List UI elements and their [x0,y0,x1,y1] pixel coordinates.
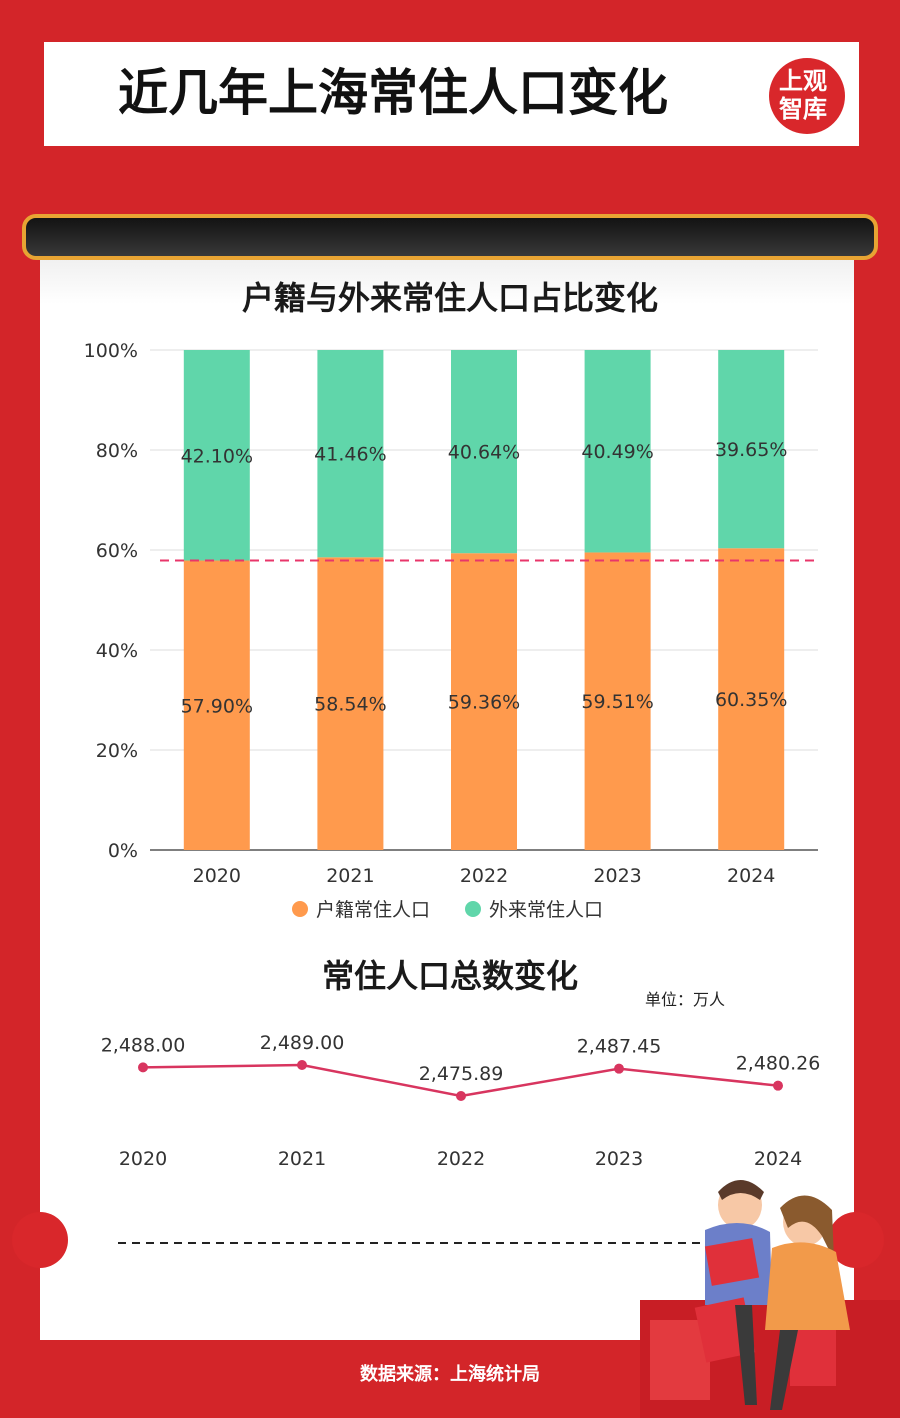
legend-label: 户籍常住人口 [316,899,430,921]
point-label: 2,487.45 [577,1036,662,1058]
data-label: 39.65% [715,439,787,461]
bar-segment [584,552,651,850]
bar-segment [317,557,384,850]
x-tick-label: 2023 [593,865,641,887]
legend-marker [292,901,308,917]
data-label: 59.36% [448,692,520,714]
header-card: 近几年上海常住人口变化 上观 智库 [44,42,859,146]
data-label: 58.54% [314,694,386,716]
point-label: 2,489.00 [260,1032,345,1054]
bar-segment [451,350,517,554]
point-label: 2,475.89 [419,1063,504,1085]
data-label: 42.10% [181,445,253,467]
y-tick-label: 40% [96,640,138,662]
bar-segment [451,553,517,850]
line-point [614,1063,624,1074]
x-tick-label: 2022 [437,1148,485,1170]
logo-text-top: 上观 [779,67,827,95]
x-tick-label: 2020 [193,865,241,887]
line-point [297,1060,307,1070]
point-label: 2,488.00 [101,1034,186,1056]
couple-illustration [640,1180,900,1418]
bar-segment [183,350,250,561]
unit-label: 单位：万人 [645,990,726,1009]
left-notch [12,1212,68,1268]
brand-logo: 上观 智库 [769,58,845,134]
y-tick-label: 60% [96,540,138,562]
x-tick-label: 2021 [326,865,374,887]
data-label: 57.90% [181,695,253,717]
x-tick-label: 2020 [119,1148,167,1170]
data-label: 40.64% [448,442,520,464]
x-tick-label: 2023 [595,1148,643,1170]
x-tick-label: 2021 [278,1148,326,1170]
y-tick-label: 100% [84,340,138,362]
bar-segment [317,350,384,558]
bar-segment [183,560,250,850]
right-notch [828,1212,884,1268]
page-title: 近几年上海常住人口变化 [118,63,668,122]
line-point [138,1062,148,1073]
bar-segment [584,350,651,553]
data-label: 60.35% [715,689,787,711]
line-chart: 2,488.00 2020 2,489.00 2021 2,475.89 2022 2,48… [101,1032,821,1170]
line-chart-title: 常住人口总数变化 [321,957,578,995]
point-label: 2,480.26 [736,1053,821,1075]
bar-segment [718,548,785,850]
bar-segment [718,350,785,549]
legend-label: 外来常住人口 [489,899,603,921]
bar-chart-title: 户籍与外来常住人口占比变化 [241,279,658,317]
logo-text-bottom: 智库 [779,95,827,123]
legend-marker [465,901,481,917]
stacked-bar-chart: 0% 20% 40% 60% 80% 100% 57.90% 42.10% 2020 58.54%… [84,340,818,921]
data-label: 40.49% [581,441,653,463]
line-point [456,1091,466,1101]
y-tick-label: 20% [96,740,138,762]
y-tick-label: 80% [96,440,138,462]
scroll-roller [22,214,878,260]
data-label: 41.46% [314,444,386,466]
line-point [773,1080,783,1091]
data-label: 59.51% [581,691,653,713]
data-source: 数据来源：上海统计局 [360,1364,540,1385]
x-tick-label: 2022 [460,865,508,887]
y-tick-label: 0% [108,840,138,862]
x-tick-label: 2024 [727,865,775,887]
x-tick-label: 2024 [754,1148,802,1170]
